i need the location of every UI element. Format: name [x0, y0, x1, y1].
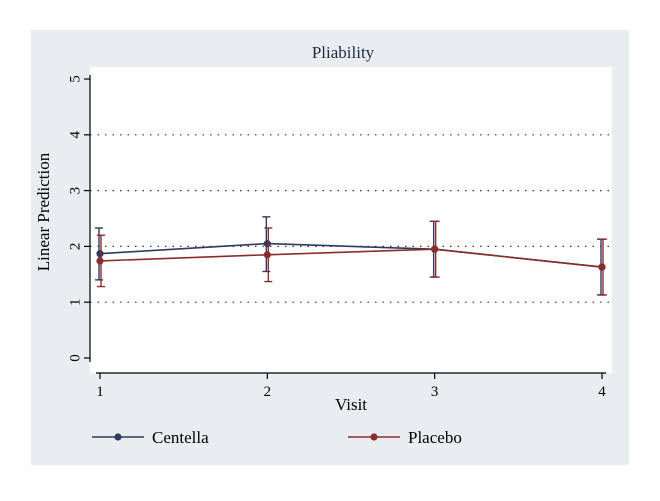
y-tick-label-4: 4: [67, 131, 83, 139]
y-tick-label-0: 0: [67, 354, 83, 362]
x-tick-label-2: 2: [264, 384, 272, 400]
legend-label-placebo: Placebo: [408, 428, 462, 447]
series-placebo: [96, 220, 607, 296]
point-placebo-4: [598, 263, 606, 271]
point-centella-2: [263, 240, 271, 248]
x-tick-label-1: 1: [96, 384, 104, 400]
point-centella-1: [96, 250, 104, 258]
plot-area: [90, 67, 612, 373]
y-tick-label-3: 3: [67, 187, 83, 195]
legend-label-centella: Centella: [152, 428, 209, 447]
x-axis-label: Visit: [335, 395, 367, 414]
x-tick-label-3: 3: [431, 384, 439, 400]
y-tick-label-2: 2: [67, 243, 83, 251]
legend: Centella Placebo: [92, 428, 462, 447]
y-tick-label-1: 1: [67, 298, 83, 306]
legend-marker-placebo: [370, 433, 378, 441]
point-placebo-1: [96, 257, 104, 265]
x-tick-label-4: 4: [598, 384, 606, 400]
series-line-placebo: [99, 248, 603, 268]
y-tick-label-5: 5: [67, 75, 83, 83]
legend-marker-centella: [114, 433, 122, 441]
series-group: [95, 216, 607, 296]
y-axis-label: Linear Prediction: [34, 152, 53, 271]
chart-title: Pliability: [312, 43, 375, 62]
point-placebo-3: [431, 245, 439, 253]
point-placebo-2: [263, 251, 271, 259]
axes: 0 1 2 3 4 5 1 2 3 4: [67, 75, 606, 400]
gridlines: [90, 134, 612, 303]
